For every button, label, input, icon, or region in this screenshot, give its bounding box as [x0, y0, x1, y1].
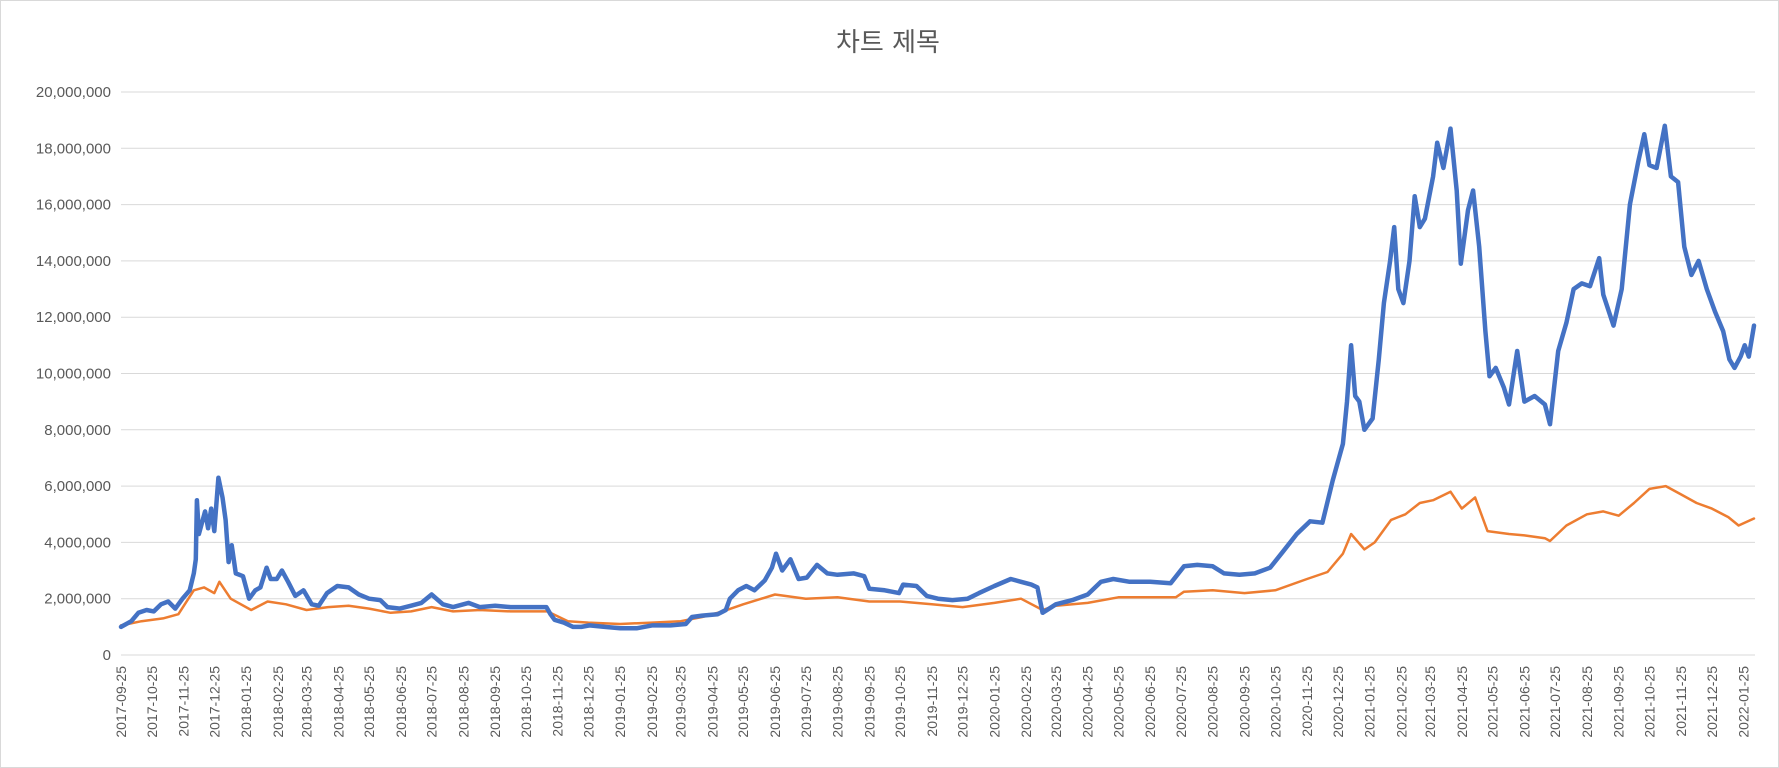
x-tick-label: 2017-12-25 — [206, 666, 222, 738]
x-tick-label: 2018-01-25 — [238, 666, 254, 738]
x-tick-label: 2019-12-25 — [955, 666, 971, 738]
x-tick-label: 2021-06-25 — [1516, 666, 1532, 738]
x-tick-label: 2018-06-25 — [393, 666, 409, 738]
chart-title: 차트 제목 — [836, 28, 940, 58]
y-tick-label: 16,000,000 — [36, 197, 111, 214]
series-line-1 — [118, 123, 1757, 631]
x-tick-label: 2018-11-25 — [550, 666, 566, 737]
y-tick-label: 14,000,000 — [36, 253, 111, 270]
x-tick-label: 2022-01-25 — [1736, 666, 1752, 738]
x-tick-label: 2018-05-25 — [361, 666, 377, 738]
x-tick-label: 2020-03-25 — [1048, 666, 1064, 738]
x-tick-label: 2017-11-25 — [176, 666, 192, 737]
y-tick-label: 10,000,000 — [36, 366, 111, 383]
x-tick-label: 2021-03-25 — [1422, 666, 1438, 738]
x-tick-label: 2019-06-25 — [767, 666, 783, 738]
y-axis-tick-labels: 0 2,000,000 4,000,000 6,000,000 8,000,000 10,… — [36, 84, 111, 664]
x-tick-label: 2020-11-25 — [1299, 666, 1315, 737]
x-tick-label: 2020-01-25 — [986, 666, 1002, 738]
x-tick-label: 2018-08-25 — [455, 666, 471, 738]
x-tick-label: 2021-09-25 — [1611, 666, 1627, 738]
x-tick-label: 2018-07-25 — [424, 666, 440, 738]
x-tick-label: 2019-03-25 — [673, 666, 689, 738]
x-tick-label: 2020-06-25 — [1142, 666, 1158, 738]
x-axis-tick-labels: 2017-09-25 2017-10-25 2017-11-25 2017-12-25… — [113, 666, 1752, 738]
x-tick-label: 2018-02-25 — [270, 666, 286, 738]
x-tick-label: 2020-07-25 — [1173, 666, 1189, 738]
x-tick-label: 2021-11-25 — [1673, 666, 1689, 737]
x-tick-label: 2018-12-25 — [580, 666, 596, 738]
x-tick-label: 2018-10-25 — [518, 666, 534, 738]
x-tick-label: 2020-08-25 — [1205, 666, 1221, 738]
x-tick-label: 2020-12-25 — [1330, 666, 1346, 738]
x-tick-label: 2019-02-25 — [644, 666, 660, 738]
y-tick-label: 12,000,000 — [36, 309, 111, 326]
series-line-2 — [119, 484, 1756, 627]
x-tick-label: 2018-09-25 — [487, 666, 503, 738]
x-tick-label: 2021-10-25 — [1641, 666, 1657, 738]
x-tick-label: 2020-09-25 — [1237, 666, 1253, 738]
x-tick-label: 2021-01-25 — [1362, 666, 1378, 738]
x-tick-label: 2021-08-25 — [1579, 666, 1595, 738]
x-tick-label: 2019-07-25 — [798, 666, 814, 738]
y-tick-label: 4,000,000 — [44, 534, 111, 551]
x-tick-label: 2021-05-25 — [1485, 666, 1501, 738]
x-tick-label: 2018-04-25 — [330, 666, 346, 738]
x-tick-label: 2020-10-25 — [1267, 666, 1283, 738]
x-tick-label: 2020-04-25 — [1080, 666, 1096, 738]
x-tick-label: 2020-05-25 — [1110, 666, 1126, 738]
x-tick-label: 2019-08-25 — [830, 666, 846, 738]
x-tick-label: 2019-04-25 — [704, 666, 720, 738]
x-tick-label: 2017-10-25 — [144, 666, 160, 738]
x-tick-label: 2021-04-25 — [1454, 666, 1470, 738]
x-tick-label: 2019-05-25 — [735, 666, 751, 738]
x-tick-label: 2020-02-25 — [1018, 666, 1034, 738]
x-tick-label: 2019-10-25 — [892, 666, 908, 738]
x-tick-label: 2017-09-25 — [113, 666, 129, 738]
y-tick-label: 18,000,000 — [36, 140, 111, 157]
y-tick-label: 20,000,000 — [36, 84, 111, 101]
series-lines — [118, 123, 1757, 631]
y-tick-label: 0 — [103, 647, 111, 664]
x-tick-label: 2018-03-25 — [299, 666, 315, 738]
x-tick-label: 2019-11-25 — [924, 666, 940, 737]
gridlines — [121, 91, 1755, 656]
x-tick-label: 2019-09-25 — [861, 666, 877, 738]
x-tick-label: 2021-12-25 — [1704, 666, 1720, 738]
x-tick-label: 2019-01-25 — [612, 666, 628, 738]
x-tick-label: 2021-02-25 — [1393, 666, 1409, 738]
y-tick-label: 6,000,000 — [44, 478, 111, 495]
y-tick-label: 2,000,000 — [44, 591, 111, 608]
x-tick-label: 2021-07-25 — [1547, 666, 1563, 738]
y-tick-label: 8,000,000 — [44, 422, 111, 439]
